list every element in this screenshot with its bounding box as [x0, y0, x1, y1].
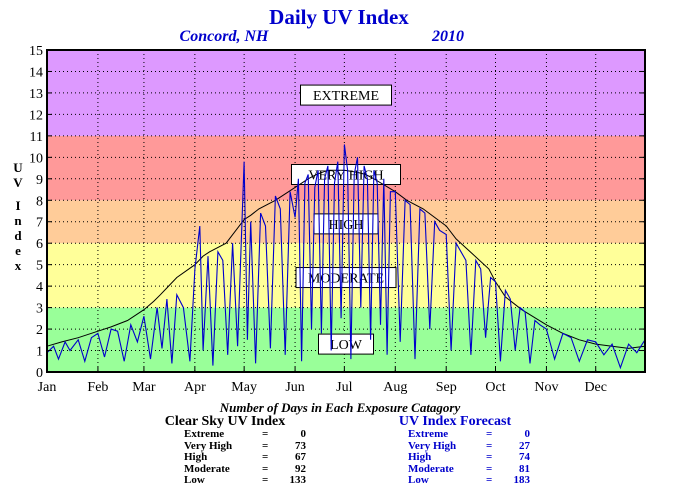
series-forecast-line: [46, 144, 646, 370]
x-tick-label: Aug: [383, 380, 407, 395]
x-tick-label: Sep: [436, 380, 457, 395]
summary-row-label: Extreme: [408, 428, 449, 440]
summary-row-equals: =: [486, 439, 493, 452]
x-tick-label: Jun: [285, 380, 304, 395]
y-tick-label: 10: [29, 151, 43, 166]
summary-heading: Number of Days in Each Exposure Catagory: [219, 400, 461, 415]
band-label: EXTREME: [313, 89, 379, 104]
summary-row-value: 67: [295, 451, 306, 464]
x-tick-label: Nov: [534, 380, 558, 395]
summary-row-equals: =: [262, 474, 269, 487]
chart-title: Daily UV Index: [269, 5, 409, 29]
y-tick-label: 5: [36, 259, 43, 274]
summary-row: High = 67: [184, 452, 306, 464]
y-tick-label: 3: [36, 302, 43, 317]
summary-row-label: Moderate: [408, 462, 454, 475]
summary-row: High = 74: [408, 452, 530, 464]
series-lines: [46, 144, 646, 370]
summary-row: Very High = 27: [408, 439, 530, 453]
y-tick-label: 12: [29, 108, 43, 123]
plot-frame: [46, 49, 646, 373]
y-tick-label: 2: [36, 323, 43, 338]
x-tick-label: Apr: [184, 380, 206, 395]
summary-row-equals: =: [486, 451, 493, 464]
summary-row-equals: =: [486, 428, 493, 440]
summary-row-value: 133: [289, 474, 307, 487]
summary-row-equals: =: [262, 428, 269, 440]
summary-row: Moderate = 92: [184, 462, 306, 476]
summary-row: Low = 133: [184, 475, 306, 487]
x-tick-label: Oct: [485, 380, 505, 395]
band-label: MODERATE: [308, 272, 384, 287]
y-tick-label: 14: [29, 65, 43, 80]
y-tick-label: 0: [36, 366, 43, 381]
band-label-box: [300, 84, 392, 106]
y-tick-label: 4: [36, 280, 43, 295]
summary-row: Low = 183: [408, 475, 530, 487]
summary-row-label: Very High: [408, 439, 457, 452]
y-tick-label: 9: [36, 173, 43, 188]
summary-row-equals: =: [262, 439, 269, 452]
summary-row-label: Very High: [184, 439, 233, 452]
forecast-title: UV Index Forecast: [398, 414, 512, 429]
summary-row-label: Low: [408, 474, 429, 487]
summary-row: Extreme = 0: [408, 428, 531, 441]
x-tick-label: Dec: [584, 380, 607, 395]
summary-row-equals: =: [262, 451, 269, 464]
y-tick-label: 8: [36, 194, 43, 209]
uv-chart: Daily UV Index Concord, NH 2010 LOWMODER…: [13, 5, 646, 395]
summary-row-value: 81: [519, 462, 530, 475]
band-label: VERY HIGH: [308, 169, 383, 184]
y-tick-label: 7: [36, 216, 43, 231]
summary-row-value: 0: [524, 428, 531, 440]
x-tick-label: Jan: [38, 380, 57, 395]
band-label: LOW: [330, 338, 363, 353]
band-label-box: [295, 267, 397, 289]
y-tick-label: 6: [36, 237, 43, 252]
y-tick-label: 11: [30, 130, 43, 145]
summary-row-label: Extreme: [184, 428, 225, 440]
summary-row-label: Moderate: [184, 462, 230, 475]
band-label-box: [318, 333, 374, 355]
summary-row-value: 27: [519, 439, 530, 452]
summary-row-value: 183: [513, 474, 531, 487]
x-axis: Jan Feb Mar Apr May Jun Jul Aug Sep Oct Nov Dec: [38, 367, 607, 395]
summary-row-label: High: [408, 451, 432, 464]
forecast-table: Extreme = 0 Very High = 27 High = 74 Moderate = 81 L…: [408, 428, 531, 487]
x-tick-label: Feb: [87, 380, 108, 395]
summary-row-equals: =: [262, 462, 269, 475]
summary-row: Extreme = 0: [184, 428, 307, 441]
y-tick-label: 15: [29, 44, 43, 59]
x-tick-label: Jul: [336, 380, 352, 395]
summary-row-value: 0: [300, 428, 307, 440]
band-label: HIGH: [329, 218, 364, 233]
summary-row-value: 92: [295, 462, 306, 475]
series-clear-sky-line: [46, 169, 646, 349]
summary-row: Very High = 73: [184, 439, 306, 453]
clear-sky-table: Extreme = 0 Very High = 73 High = 67 Moderate = 92 L…: [184, 428, 307, 487]
summary-row-equals: =: [486, 474, 493, 487]
x-tick-label: May: [231, 380, 257, 395]
summary-row-value: 74: [519, 451, 530, 464]
summary-row: Moderate = 81: [408, 462, 530, 476]
y-tick-label: 1: [36, 345, 43, 360]
chart-subtitle-location: Concord, NH: [180, 28, 269, 45]
y-tick-label: 13: [29, 87, 43, 102]
clear-sky-title: Clear Sky UV Index: [164, 414, 286, 429]
summary-row-label: Low: [184, 474, 205, 487]
summary-row-equals: =: [486, 462, 493, 475]
summary-row-label: High: [184, 451, 208, 464]
chart-subtitle-year: 2010: [431, 28, 464, 45]
summary-row-value: 73: [295, 439, 306, 452]
x-tick-label: Mar: [132, 380, 156, 395]
